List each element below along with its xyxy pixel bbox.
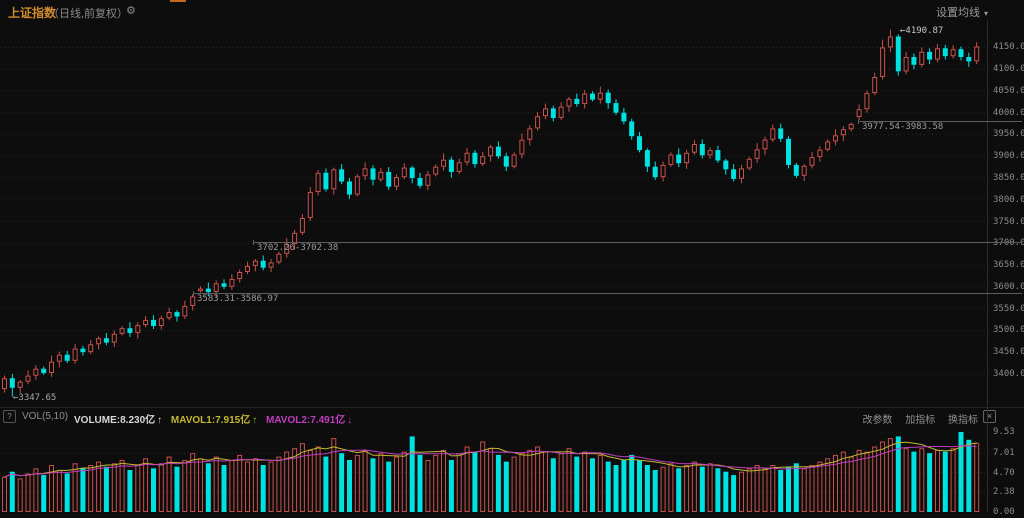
chart-header: 上证指数 （日线,前复权） ⚙ 设置均线 ▾ xyxy=(0,0,1024,20)
volume-axis-label: 7.01 xyxy=(993,448,1015,458)
price-axis-label: 3950.00 xyxy=(993,129,1024,139)
gap-line-tick xyxy=(253,240,254,245)
axis-separator xyxy=(987,20,988,512)
price-axis-label: 3800.00 xyxy=(993,195,1024,205)
gap-level-line xyxy=(193,293,1022,294)
gap-level-line xyxy=(858,121,1022,122)
mavol1-value: MAVOL1:7.915亿 xyxy=(170,415,251,426)
high-price-marker: ←4190.87 xyxy=(900,26,944,36)
ma-settings-button[interactable]: 设置均线 ▾ xyxy=(936,4,988,20)
top-accent-mark xyxy=(170,0,186,2)
gap-range-label: 3977.54-3983.58 xyxy=(862,122,944,132)
arrow-up-icon: ↑ xyxy=(157,415,163,426)
price-axis-label: 3600.00 xyxy=(993,282,1024,292)
mavol2-value: MAVOL2:7.491亿 xyxy=(266,415,346,426)
price-axis-label: 3400.00 xyxy=(993,369,1024,379)
gap-range-label: 3583.31-3586.97 xyxy=(197,294,279,304)
price-axis-label: 3550.00 xyxy=(993,304,1024,314)
price-axis-label: 3500.00 xyxy=(993,325,1024,335)
indicator-name: VOL(5,10) xyxy=(22,411,69,422)
price-axis-label: 4150.00 xyxy=(993,42,1024,52)
low-price-marker: ←3347.65 xyxy=(13,393,57,403)
index-subtitle: （日线,前复权） xyxy=(48,8,129,20)
index-title: 上证指数 xyxy=(8,6,57,20)
volume-axis-label: 4.70 xyxy=(993,468,1015,478)
help-icon[interactable]: ? xyxy=(3,410,16,423)
price-axis-label: 3700.00 xyxy=(993,238,1024,248)
volume-axis-label: 0.00 xyxy=(993,507,1015,517)
gap-range-label: 3702.26-3702.38 xyxy=(257,243,339,253)
volume-chart[interactable] xyxy=(0,430,986,512)
gap-level-line xyxy=(253,242,1022,243)
volume-axis-label: 9.53 xyxy=(993,427,1015,437)
volume-readout: VOLUME:8.230亿 ↑ MAVOL1:7.915亿 ↑ MAVOL2:7.4… xyxy=(74,411,352,426)
switch-indicator-link[interactable]: 换指标 xyxy=(948,415,978,426)
price-axis-label: 3900.00 xyxy=(993,151,1024,161)
ma-settings-label: 设置均线 xyxy=(935,7,980,19)
gap-line-tick xyxy=(858,119,859,124)
volume-axis-label: 2.38 xyxy=(993,487,1015,497)
candlestick-chart[interactable] xyxy=(0,20,986,406)
indicator-actions: 改参数 加指标 换指标 xyxy=(852,411,978,426)
price-axis-label: 3450.00 xyxy=(993,347,1024,357)
price-axis-label: 4000.00 xyxy=(993,108,1024,118)
add-indicator-link[interactable]: 加指标 xyxy=(905,415,936,426)
arrow-down-icon: ↓ xyxy=(347,415,353,426)
volume-value: VOLUME:8.230亿 xyxy=(74,415,156,426)
price-axis-label: 4100.00 xyxy=(993,64,1024,74)
price-axis-label: 3850.00 xyxy=(993,173,1024,183)
chevron-down-icon: ▾ xyxy=(983,9,988,18)
price-axis-label: 3650.00 xyxy=(993,260,1024,270)
price-axis-label: 3750.00 xyxy=(993,217,1024,227)
gear-icon[interactable]: ⚙ xyxy=(126,5,136,17)
close-icon[interactable]: × xyxy=(983,410,996,423)
gap-line-tick xyxy=(193,291,194,296)
price-axis-label: 4050.00 xyxy=(993,86,1024,96)
volume-indicator-header: ? VOL(5,10) VOLUME:8.230亿 ↑ MAVOL1:7.915亿… xyxy=(0,408,1024,429)
change-params-link[interactable]: 改参数 xyxy=(862,415,893,426)
panel-separator xyxy=(0,407,1024,408)
arrow-up-icon: ↑ xyxy=(252,415,258,426)
